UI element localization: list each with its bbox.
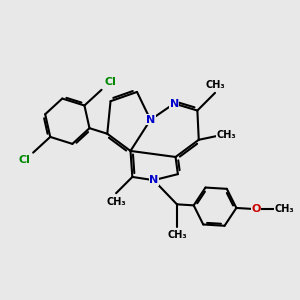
Text: CH₃: CH₃ [275,204,294,214]
Text: CH₃: CH₃ [167,230,187,240]
Text: N: N [149,175,158,185]
Text: CH₃: CH₃ [217,130,236,140]
Text: Cl: Cl [104,77,116,87]
Text: O: O [251,204,260,214]
Text: CH₃: CH₃ [106,196,126,206]
Text: CH₃: CH₃ [205,80,225,89]
Text: N: N [146,115,155,125]
Text: N: N [169,99,179,109]
Text: Cl: Cl [19,155,31,166]
